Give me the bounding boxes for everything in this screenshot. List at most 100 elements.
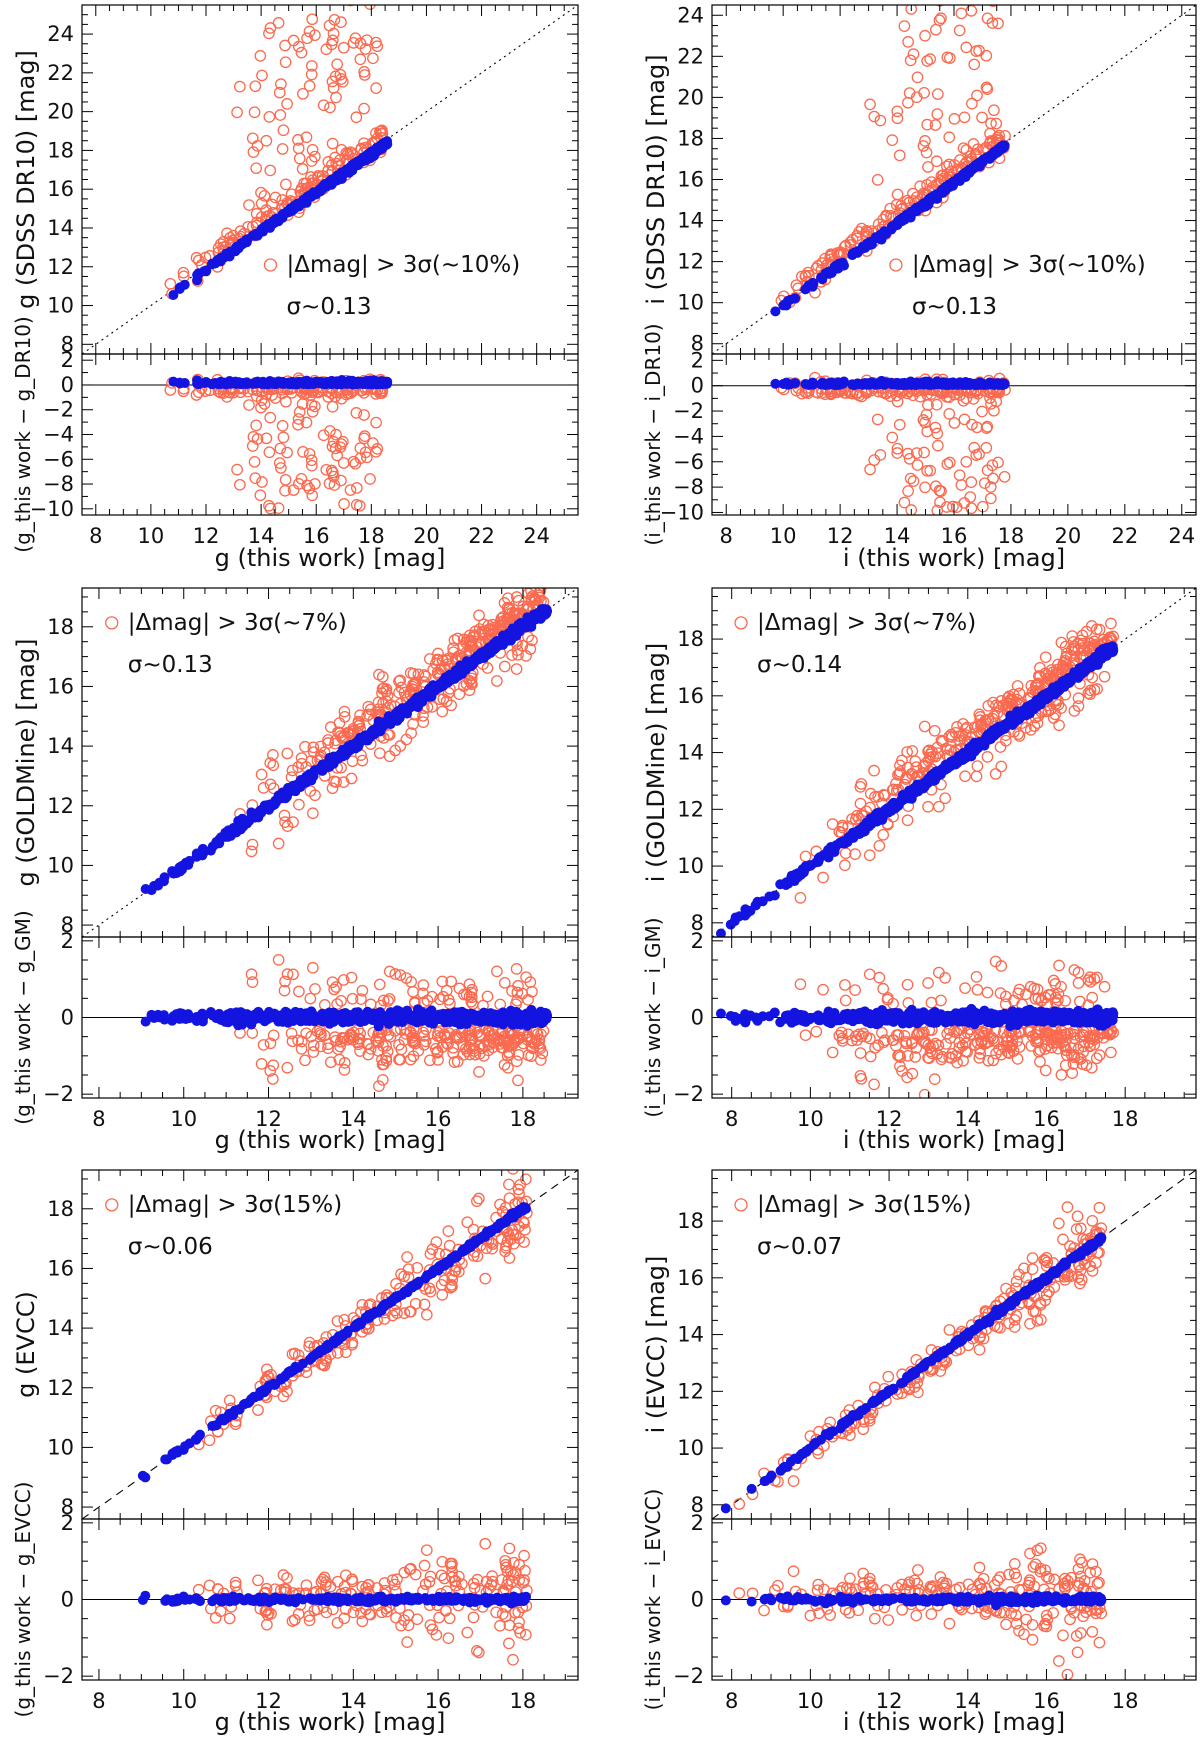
residual-y-tick-label: 2 [691,348,704,372]
outlier-point [958,111,971,124]
outlier-residual-point [921,464,934,477]
inlier-point [514,624,525,635]
outlier-residual-point [305,454,318,467]
x-tick-label: 14 [884,524,911,548]
main-plot-area [82,588,578,937]
inlier-residual-point [192,1012,203,1023]
outlier-residual-point [233,478,246,491]
inlier-point [168,289,179,300]
outlier-residual-point [494,1034,507,1047]
inlier-point [339,167,350,178]
inlier-residual-point [444,1013,455,1024]
outlier-residual-point [965,476,978,489]
inlier-residual-point [211,1013,222,1024]
outlier-point [481,662,494,674]
y-axis-label: i (SDSS DR10) [mag] [642,54,670,304]
outlier-point [445,699,458,712]
outlier-point [931,108,944,120]
outlier-point [473,609,485,622]
inlier-residual-point [256,378,267,389]
residual-y-tick-label: −8 [43,472,74,496]
outlier-residual-point [264,1037,277,1050]
inlier-point [327,175,338,186]
x-tick-label: 16 [425,1107,452,1131]
outlier-point [871,173,884,186]
inlier-residual-point [906,379,917,390]
outlier-residual-point [247,431,260,443]
outlier-point [1053,719,1065,732]
outlier-residual-point [323,477,336,490]
residual-y-tick-label: −6 [673,450,704,474]
outlier-point [498,660,511,673]
outlier-point [943,131,956,144]
outlier-residual-point [299,1054,311,1067]
outlier-point [280,178,292,191]
outlier-residual-point [965,502,978,515]
inlier-point [892,216,903,227]
outlier-residual-point [853,389,866,402]
outlier-point [337,41,350,54]
outlier-point [338,705,351,718]
x-tick-label: 12 [827,524,854,548]
inlier-point [154,877,165,888]
inlier-point [411,692,422,703]
x-tick-label: 8 [92,1107,105,1131]
outlier-point [164,277,177,290]
outlier-residual-point [328,983,341,996]
outlier-residual-point [293,406,306,418]
outlier-point [279,56,292,69]
outlier-point [404,667,417,679]
inlier-residual-point [154,1012,165,1023]
inlier-point [206,259,217,270]
outlier-residual-point [932,439,944,452]
outlier-residual-point [267,1059,280,1072]
residual-y-tick-label: 0 [61,373,74,397]
outlier-residual-point [246,976,259,988]
outlier-point [358,69,371,81]
outlier-residual-point [886,431,899,444]
inlier-residual-point [259,1016,270,1027]
outlier-residual-point [277,431,290,444]
outlier-residual-point [361,451,373,464]
inlier-residual-point [500,1010,511,1021]
outlier-residual-point [295,472,308,485]
outlier-residual-point [482,1044,495,1057]
outlier-residual-point [326,976,339,989]
outlier-point [463,674,476,687]
inlier-point [192,851,203,862]
y-axis-label: g (SDSS DR10) [mag] [12,50,40,309]
outlier-residual-point [324,1056,337,1069]
outlier-point [526,590,539,602]
outlier-point [373,668,385,681]
inlier-residual-point [915,379,926,390]
outlier-residual-point [448,1056,461,1068]
outlier-point [281,820,294,832]
inlier-point [834,259,845,270]
x-tick-label: 10 [138,524,165,548]
outlier-residual-point [307,961,319,974]
outlier-point [463,635,476,647]
inlier-point [233,816,244,827]
outlier-point [264,757,277,769]
outlier-point [903,87,916,99]
outlier-residual-point [371,443,384,455]
outlier-point [267,749,279,761]
outlier-point [264,22,277,34]
outlier-residual-point [246,440,259,452]
inlier-point [224,247,235,258]
outlier-point [864,98,876,111]
outlier-residual-point [292,413,305,425]
outlier-point [353,719,366,731]
outlier-residual-point [373,1080,385,1092]
x-tick-label: 22 [1111,524,1138,548]
outlier-point [281,98,293,110]
outlier-point [275,78,287,90]
residual-y-tick-label: 2 [61,929,74,953]
outlier-residual-point [868,454,881,466]
outlier-point [429,657,442,670]
inlier-residual-point [289,379,300,390]
y-tick-label: 20 [677,85,704,109]
chart-panel-g-sdss: 8 10 12 14 16 18 20 22 248101214161820222420−2−4… [11,4,579,572]
outlier-point [246,838,259,851]
outlier-residual-point [498,1058,511,1071]
